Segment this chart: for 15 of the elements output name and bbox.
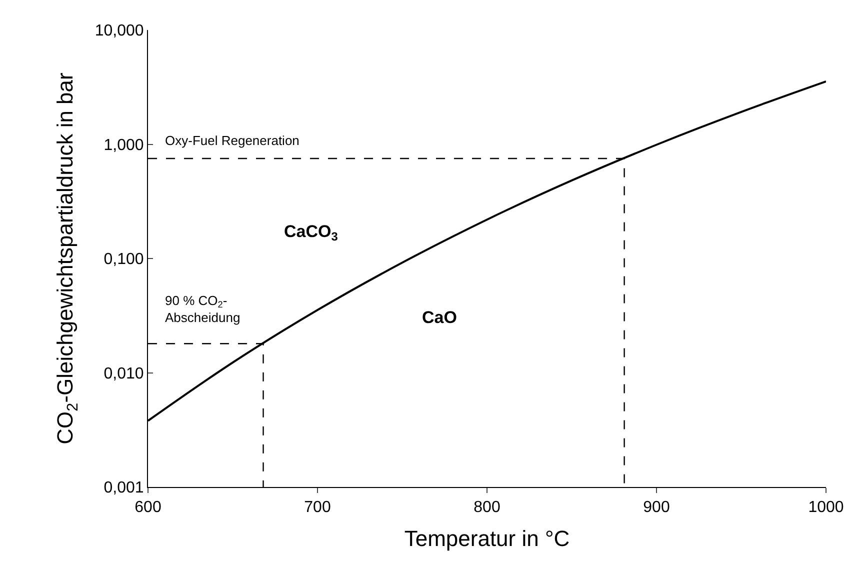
y-tick-label: 0,100 [104,251,144,268]
x-tick-label: 600 [134,499,162,516]
annotation: Oxy-Fuel Regeneration [165,133,300,148]
x-axis-title: Temperatur in °C [404,526,570,552]
y-tick-label: 10,000 [94,22,144,40]
x-tick-label: 700 [304,499,331,516]
x-tick-label: 1000 [808,499,844,516]
annotation: CaCO$_{3}$ [284,222,338,244]
y-tick-label: 1,000 [104,136,144,154]
y-tick-label: 0,010 [104,365,144,382]
annotation: 90 % CO$_{2}$- Abscheidung [165,293,240,325]
annotation: CaO [422,308,457,327]
y-tick-label: 0,001 [104,480,144,497]
x-tick-label: 800 [474,499,500,516]
x-tick-label: 900 [643,499,670,516]
